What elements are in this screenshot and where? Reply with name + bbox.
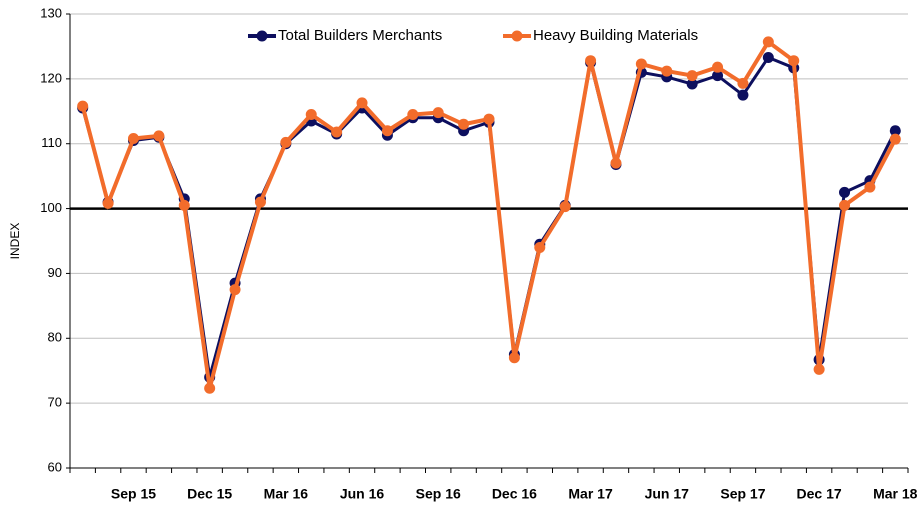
y-tick-label: 100 xyxy=(40,200,62,215)
data-point xyxy=(661,65,673,77)
x-tick-label: Sep 17 xyxy=(720,486,765,502)
data-point xyxy=(686,78,698,90)
data-point xyxy=(889,125,901,137)
data-point xyxy=(864,181,876,193)
x-tick-label: Dec 15 xyxy=(187,486,232,502)
data-point xyxy=(534,241,546,253)
data-point xyxy=(280,136,292,148)
legend-marker xyxy=(256,30,268,42)
data-point xyxy=(686,70,698,82)
data-point xyxy=(788,55,800,67)
data-point xyxy=(305,109,317,121)
data-point xyxy=(889,133,901,145)
data-point xyxy=(356,97,368,109)
x-tick-label: Mar 16 xyxy=(264,486,309,502)
data-point xyxy=(407,109,419,121)
data-point xyxy=(381,125,393,137)
x-tick-label: Mar 17 xyxy=(568,486,613,502)
data-point xyxy=(585,55,597,67)
data-point xyxy=(102,197,114,209)
data-point xyxy=(458,118,470,130)
data-point xyxy=(559,201,571,213)
x-tick-label: Dec 17 xyxy=(797,486,842,502)
data-point xyxy=(331,126,343,138)
data-point xyxy=(635,58,647,70)
y-tick-label: 80 xyxy=(48,330,62,345)
data-point xyxy=(712,70,724,82)
legend-marker xyxy=(511,30,523,42)
y-tick-label: 60 xyxy=(48,459,62,474)
y-tick-label: 110 xyxy=(41,135,62,150)
data-point xyxy=(610,157,622,169)
y-axis-label: INDEX xyxy=(8,223,22,260)
data-point xyxy=(229,284,241,296)
y-tick-label: 120 xyxy=(40,70,62,85)
data-point xyxy=(153,130,165,142)
series-line xyxy=(81,55,897,378)
data-point xyxy=(204,382,216,394)
data-point xyxy=(432,107,444,119)
y-tick-label: 90 xyxy=(48,265,62,280)
legend-label: Total Builders Merchants xyxy=(278,27,442,44)
data-point xyxy=(483,113,495,125)
x-tick-label: Sep 16 xyxy=(416,486,461,502)
data-point xyxy=(737,77,749,89)
data-point xyxy=(508,352,520,364)
data-point xyxy=(839,186,851,198)
x-tick-label: Jun 16 xyxy=(340,486,385,502)
data-point xyxy=(813,363,825,375)
data-point xyxy=(254,196,266,208)
x-tick-label: Sep 15 xyxy=(111,486,156,502)
legend-label: Heavy Building Materials xyxy=(533,27,698,44)
data-point xyxy=(712,61,724,73)
data-point xyxy=(762,51,774,63)
x-tick-label: Dec 16 xyxy=(492,486,537,502)
data-point xyxy=(839,199,851,211)
x-tick-label: Mar 18 xyxy=(873,486,918,502)
data-point xyxy=(178,199,190,211)
data-point xyxy=(77,100,89,112)
y-tick-label: 70 xyxy=(48,395,62,410)
data-point xyxy=(737,89,749,101)
y-tick-label: 130 xyxy=(40,5,62,20)
data-point xyxy=(762,36,774,48)
data-point xyxy=(127,133,139,145)
x-tick-label: Jun 17 xyxy=(645,486,690,502)
